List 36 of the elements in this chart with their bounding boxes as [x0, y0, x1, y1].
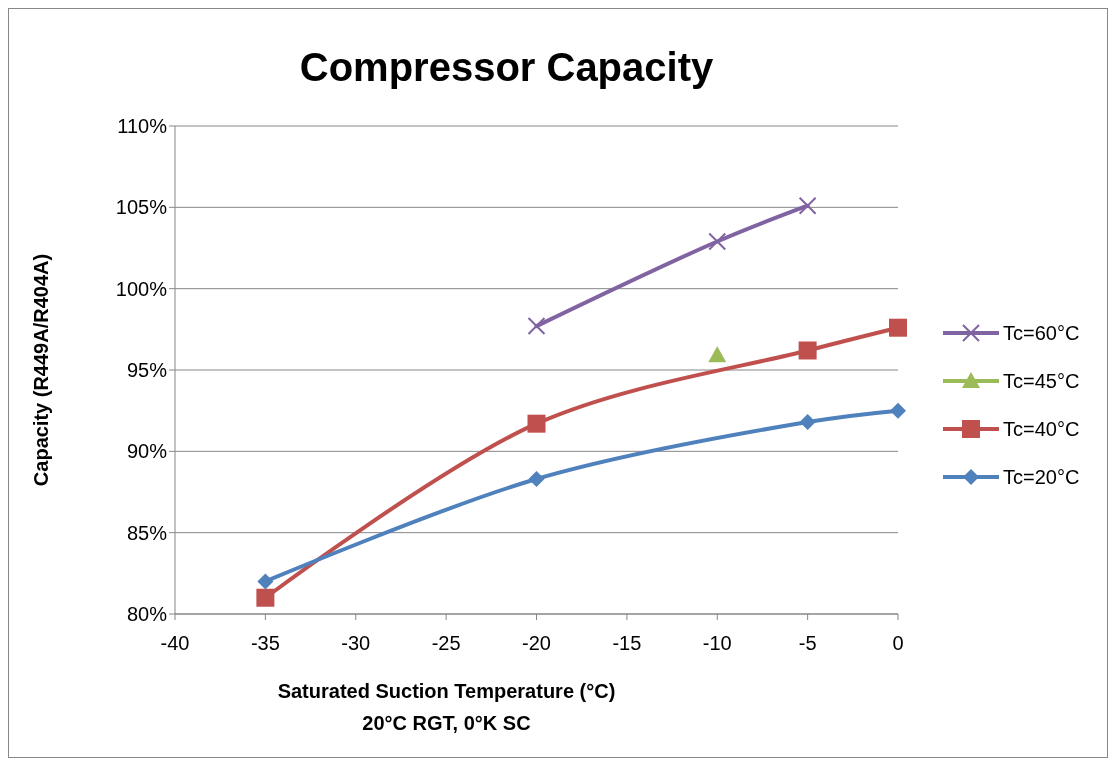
y-tick-label: 85%: [126, 521, 168, 544]
y-tick-label: 80%: [126, 603, 168, 625]
point: [528, 470, 545, 487]
point: [798, 196, 817, 215]
point: [527, 414, 546, 433]
y-axis-title: Capacity (R449A/R404A): [30, 253, 52, 487]
x-tick-label: -35: [250, 632, 280, 654]
y-tick-label: 100%: [115, 277, 168, 300]
x-tick-label: -40: [160, 632, 190, 654]
point: [527, 317, 546, 336]
point: [708, 346, 727, 363]
point: [890, 402, 906, 419]
y-tick-label: 95%: [126, 359, 168, 381]
x-tick-label: -5: [798, 632, 817, 654]
x-tick-label: -10: [702, 632, 732, 654]
point: [889, 318, 907, 337]
point: [257, 573, 274, 590]
x-tick-label: -20: [522, 632, 551, 654]
x-tick-label: -25: [431, 632, 461, 654]
point: [708, 232, 727, 251]
legend-label: Tc=60°C: [1003, 322, 1080, 344]
text: 20°C RGT, 0°K SC: [362, 712, 531, 734]
legend-label: Tc=45°C: [1003, 370, 1080, 392]
legend-label: Tc=20°C: [1003, 466, 1080, 488]
point: [799, 414, 816, 431]
x-axis-title: Saturated Suction Temperature (°C): [277, 680, 616, 702]
x-tick-label: -15: [612, 632, 642, 654]
point: [798, 341, 817, 360]
point: [256, 588, 275, 607]
y-tick-label: 90%: [126, 440, 168, 463]
y-tick-label: 110%: [117, 115, 168, 137]
legend-label: Tc=40°C: [1003, 418, 1080, 440]
y-tick-label: 105%: [115, 196, 168, 219]
chart-title: Compressor Capacity: [299, 45, 714, 89]
x-tick-label: -30: [341, 632, 371, 654]
x-tick-label: 0: [892, 632, 904, 654]
